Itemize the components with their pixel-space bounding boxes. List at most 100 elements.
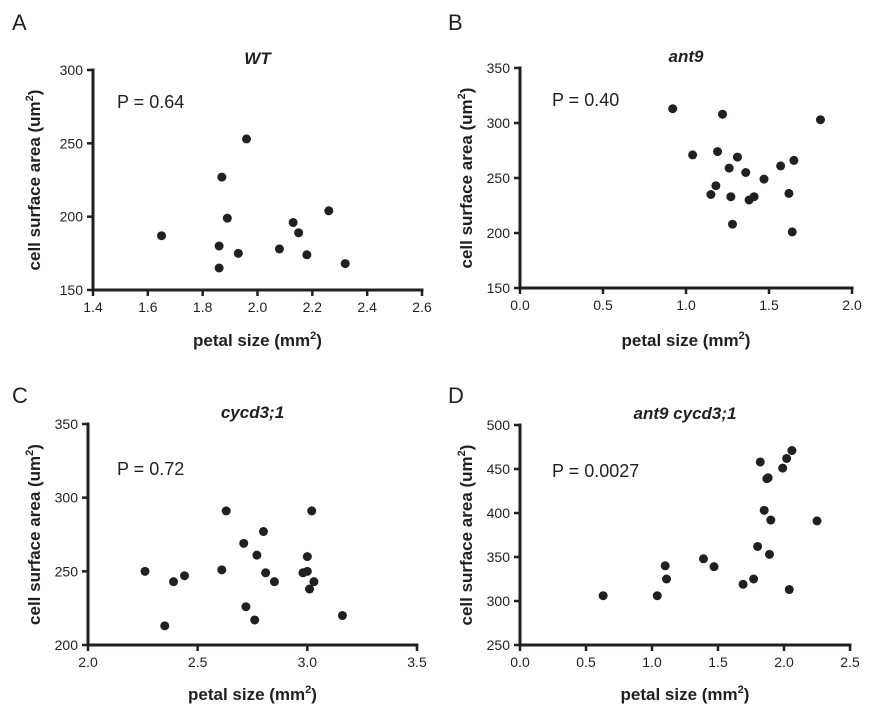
panel-b-title: ant9 <box>669 47 705 66</box>
panel-a-data-point <box>288 218 298 228</box>
panel-d-data-point <box>598 591 608 601</box>
panel-d-data-point <box>787 446 797 456</box>
panel-b-y-tick-label: 300 <box>487 115 511 131</box>
y-axis-label-superscript: 2 <box>24 450 36 456</box>
panel-b-x-tick-label: 0.5 <box>593 297 613 313</box>
panel-b-data-point <box>741 168 751 177</box>
panel-d-data-point <box>709 562 719 572</box>
panel-d-data-point <box>660 561 670 571</box>
panel-a-title: WT <box>244 49 272 68</box>
panel-d-letter: D <box>448 383 464 408</box>
panel-b-data-point <box>776 161 786 171</box>
panel-c-data-point <box>160 621 170 631</box>
panel-b-x-tick-label: 1.5 <box>759 297 779 313</box>
panel-b-data-point <box>711 181 721 191</box>
panel-d-data-point <box>749 574 759 584</box>
panel-b-data-point <box>789 155 799 165</box>
x-axis-label-superscript: 2 <box>738 684 744 696</box>
panel-b-data-point <box>688 150 698 160</box>
x-axis-label-main: petal size (mm <box>188 685 305 704</box>
x-axis-label-end: ) <box>745 331 751 350</box>
panel-a-x-tick-label: 2.2 <box>303 299 323 315</box>
panel-d-data-point <box>763 473 773 483</box>
panel-b-x-tick-label: 0.0 <box>510 297 530 313</box>
panel-b-y-tick-label: 200 <box>487 225 511 241</box>
panel-b-y-tick-label: 350 <box>487 60 511 76</box>
panel-c-y-axis-label: cell surface area (um2) <box>24 444 44 625</box>
panel-c-data-point <box>269 577 279 587</box>
panel-b-data-point <box>726 192 736 202</box>
panel-a-x-tick-label: 1.6 <box>138 299 158 315</box>
panel-d-x-tick-label: 1.0 <box>642 654 662 670</box>
x-axis-label-superscript: 2 <box>739 330 745 342</box>
y-axis-label-end: ) <box>25 90 44 96</box>
panel-b-x-tick-label: 1.0 <box>676 297 696 313</box>
panel-b-data-point <box>784 188 794 198</box>
panel-d-x-tick-label: 2.5 <box>840 654 860 670</box>
panel-d-axes <box>518 423 852 647</box>
panel-d-data-point <box>755 457 765 467</box>
panel-a-y-axis-label: cell surface area (um2) <box>24 90 44 271</box>
panel-a-data-point <box>340 259 350 269</box>
panel-a-x-tick-label: 1.4 <box>83 299 103 315</box>
panel-c-y-tick-label: 200 <box>55 637 79 653</box>
panel-c-x-tick-label: 2.0 <box>78 654 98 670</box>
panel-d-data-point <box>753 541 763 551</box>
panel-c-data-point <box>140 566 150 576</box>
panel-a-y-tick-label: 300 <box>60 62 84 78</box>
x-axis-label-main: petal size (mm <box>193 331 310 350</box>
panel-d-data-point <box>782 453 792 463</box>
panel-a-x-tick-label: 2.0 <box>248 299 268 315</box>
panel-a-data-point <box>233 248 243 258</box>
panel-a-data-point <box>302 250 312 260</box>
panel-d-data-point <box>652 591 662 601</box>
y-axis-label-end: ) <box>457 88 476 94</box>
panel-b-data-point <box>668 104 678 114</box>
panel-c-data-point <box>241 602 251 612</box>
panel-c-y-tick-label: 350 <box>55 416 79 432</box>
x-axis-label-end: ) <box>316 331 322 350</box>
panel-c-title: cycd3;1 <box>221 403 284 422</box>
panel-c-letter: C <box>12 383 28 408</box>
panel-c-data-point <box>221 506 231 516</box>
panel-b-data-point <box>732 152 742 162</box>
panel-d-data-point <box>759 505 769 515</box>
panel-d-data-point <box>778 463 788 473</box>
y-axis-label-main: cell surface area (um <box>457 456 476 625</box>
panel-b-p-value: P = 0.40 <box>552 90 619 110</box>
panel-a-x-axis-label: petal size (mm2) <box>193 330 322 350</box>
panel-b-data-point <box>718 109 728 119</box>
panel-d-x-tick-label: 0.5 <box>576 654 596 670</box>
panel-c-data-point <box>302 552 312 562</box>
panel-c-data-point <box>169 577 179 587</box>
panel-a-data-point <box>242 134 252 144</box>
panel-c-x-tick-label: 3.0 <box>298 654 318 670</box>
panel-d-y-tick-label: 250 <box>487 637 511 653</box>
panel-d-data-point <box>764 549 774 559</box>
panel-c-data-point <box>239 538 249 548</box>
panel-a-data-point <box>157 231 167 241</box>
panel-d-y-tick-label: 450 <box>487 461 511 477</box>
panel-a-data-point <box>214 263 224 273</box>
panel-c-data-point <box>217 565 227 575</box>
panel-d-data-point <box>766 515 776 525</box>
panel-c-p-value: P = 0.72 <box>117 459 184 479</box>
panel-a-y-tick-label: 250 <box>60 135 84 151</box>
panel-c-y-tick-label: 300 <box>55 490 79 506</box>
y-axis-label-end: ) <box>25 444 44 450</box>
panel-c-data-point <box>337 611 347 621</box>
panel-a-letter: A <box>12 10 27 35</box>
panel-c-data-point <box>261 568 271 578</box>
panel-b-data-point <box>787 227 797 237</box>
y-axis-label-main: cell surface area (um <box>457 99 476 268</box>
panel-d-data-point <box>812 516 822 526</box>
panel-d-y-axis-label: cell surface area (um2) <box>456 445 476 626</box>
panel-b-x-axis-label: petal size (mm2) <box>622 330 751 350</box>
panel-d-data-point <box>784 585 794 595</box>
panel-c-x-tick-label: 2.5 <box>188 654 208 670</box>
panel-c-data-point <box>309 577 319 587</box>
panel-b-x-tick-label: 2.0 <box>842 297 862 313</box>
